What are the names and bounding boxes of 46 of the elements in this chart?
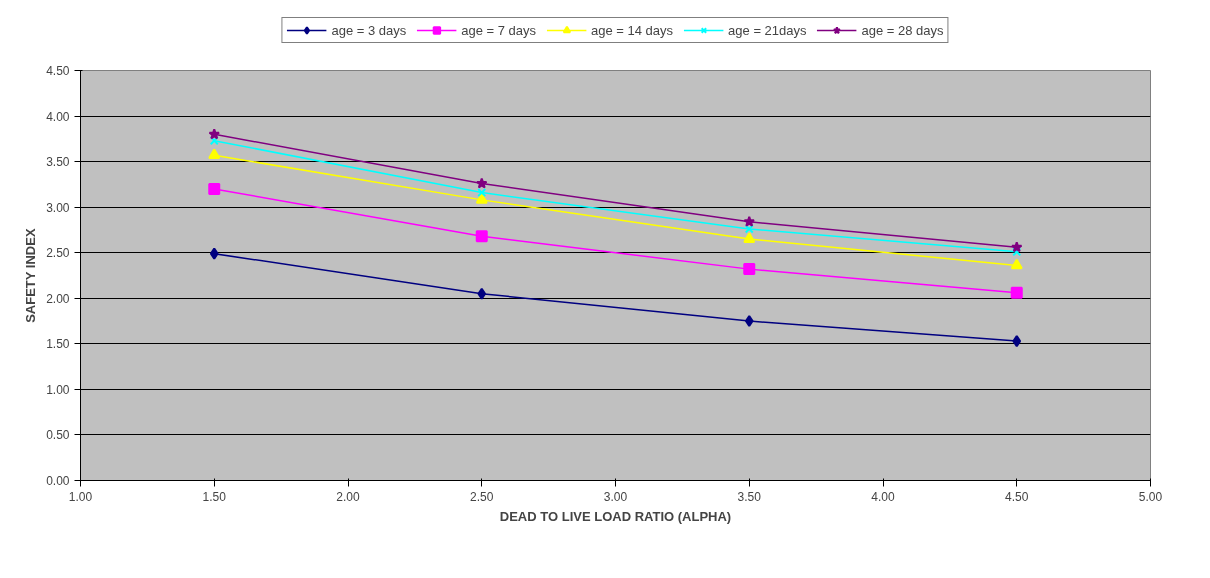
point [744, 224, 754, 234]
legend-label: age = 28 days [861, 22, 944, 38]
point [208, 182, 221, 195]
y-tick-label: 4.00 [46, 109, 70, 124]
x-tick-label: 5.00 [1138, 489, 1163, 504]
point [208, 128, 221, 140]
x-tick-label: 2.50 [470, 489, 494, 504]
point [209, 247, 219, 260]
y-tick-label: 0.50 [46, 428, 70, 443]
x-tick-label: 4.00 [871, 489, 895, 504]
point [743, 215, 756, 227]
legend-label: age = 14 days [591, 22, 674, 38]
point [743, 232, 756, 243]
point [475, 193, 488, 204]
point [744, 315, 754, 328]
y-tick-label: 1.50 [46, 337, 70, 352]
x-tick-label: 1.00 [68, 489, 93, 504]
point [1010, 286, 1023, 299]
point [1012, 247, 1022, 257]
y-tick-label: 1.00 [46, 382, 70, 397]
point [209, 136, 219, 146]
legend-label: age = 21days [728, 22, 807, 38]
point [475, 177, 488, 189]
x-tick-label: 4.50 [1005, 489, 1029, 504]
y-tick-label: 0.00 [46, 474, 70, 488]
x-tick-label: 3.00 [603, 489, 628, 504]
point [477, 188, 487, 198]
x-tick-label: 1.50 [202, 489, 227, 504]
y-axis-title: SAFETY INDEX [23, 228, 39, 323]
point [208, 148, 221, 160]
y-tick-label: 2.50 [46, 246, 70, 261]
point [1010, 258, 1023, 270]
x-tick-label: 2.00 [336, 489, 360, 504]
point [1010, 241, 1023, 253]
x-tick-label: 3.50 [737, 489, 762, 504]
y-tick-label: 3.50 [46, 155, 70, 170]
y-tick-label: 3.00 [46, 200, 70, 215]
point [477, 287, 487, 300]
y-tick-label: 4.50 [46, 64, 70, 78]
x-axis-title: DEAD TO LIVE LOAD RATIO (ALPHA) [499, 508, 732, 524]
point [743, 263, 756, 276]
point [1012, 335, 1022, 348]
point [475, 230, 488, 243]
y-tick-label: 2.00 [46, 291, 70, 306]
legend-label: age = 7 days [461, 22, 537, 38]
legend-label: age = 3 days [331, 22, 407, 38]
